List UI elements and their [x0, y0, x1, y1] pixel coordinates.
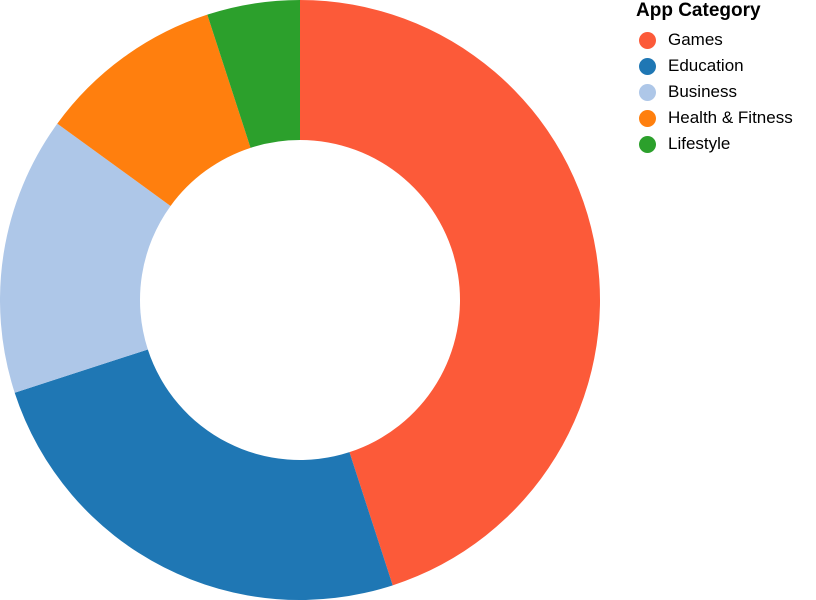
legend-label-lifestyle: Lifestyle [668, 134, 731, 153]
legend-item-business: Business [636, 79, 793, 105]
slice-business [0, 123, 171, 393]
legend-label-business: Business [668, 82, 737, 101]
slice-lifestyle [207, 0, 300, 148]
legend-swatch-education [639, 57, 656, 75]
legend: App Category Games Education Business Healt… [636, 0, 793, 157]
legend-item-health-and-fitness: Health & Fitness [636, 105, 793, 131]
legend-item-lifestyle: Lifestyle [636, 131, 793, 157]
slice-health-and-fitness [57, 14, 251, 206]
legend-item-education: Education [636, 53, 793, 79]
legend-label-health-and-fitness: Health & Fitness [668, 108, 793, 127]
slice-games [300, 0, 600, 586]
legend-items: Games Education Business Health & Fitness Li… [636, 27, 793, 157]
legend-label-games: Games [668, 30, 723, 49]
legend-swatch-business [639, 83, 656, 101]
slice-education [14, 349, 393, 600]
legend-label-education: Education [668, 56, 744, 75]
donut-slices [0, 0, 600, 600]
legend-swatch-lifestyle [639, 135, 656, 153]
legend-item-games: Games [636, 27, 793, 53]
legend-swatch-games [639, 31, 656, 49]
legend-title: App Category [636, 0, 761, 21]
legend-swatch-health-and-fitness [639, 109, 656, 127]
